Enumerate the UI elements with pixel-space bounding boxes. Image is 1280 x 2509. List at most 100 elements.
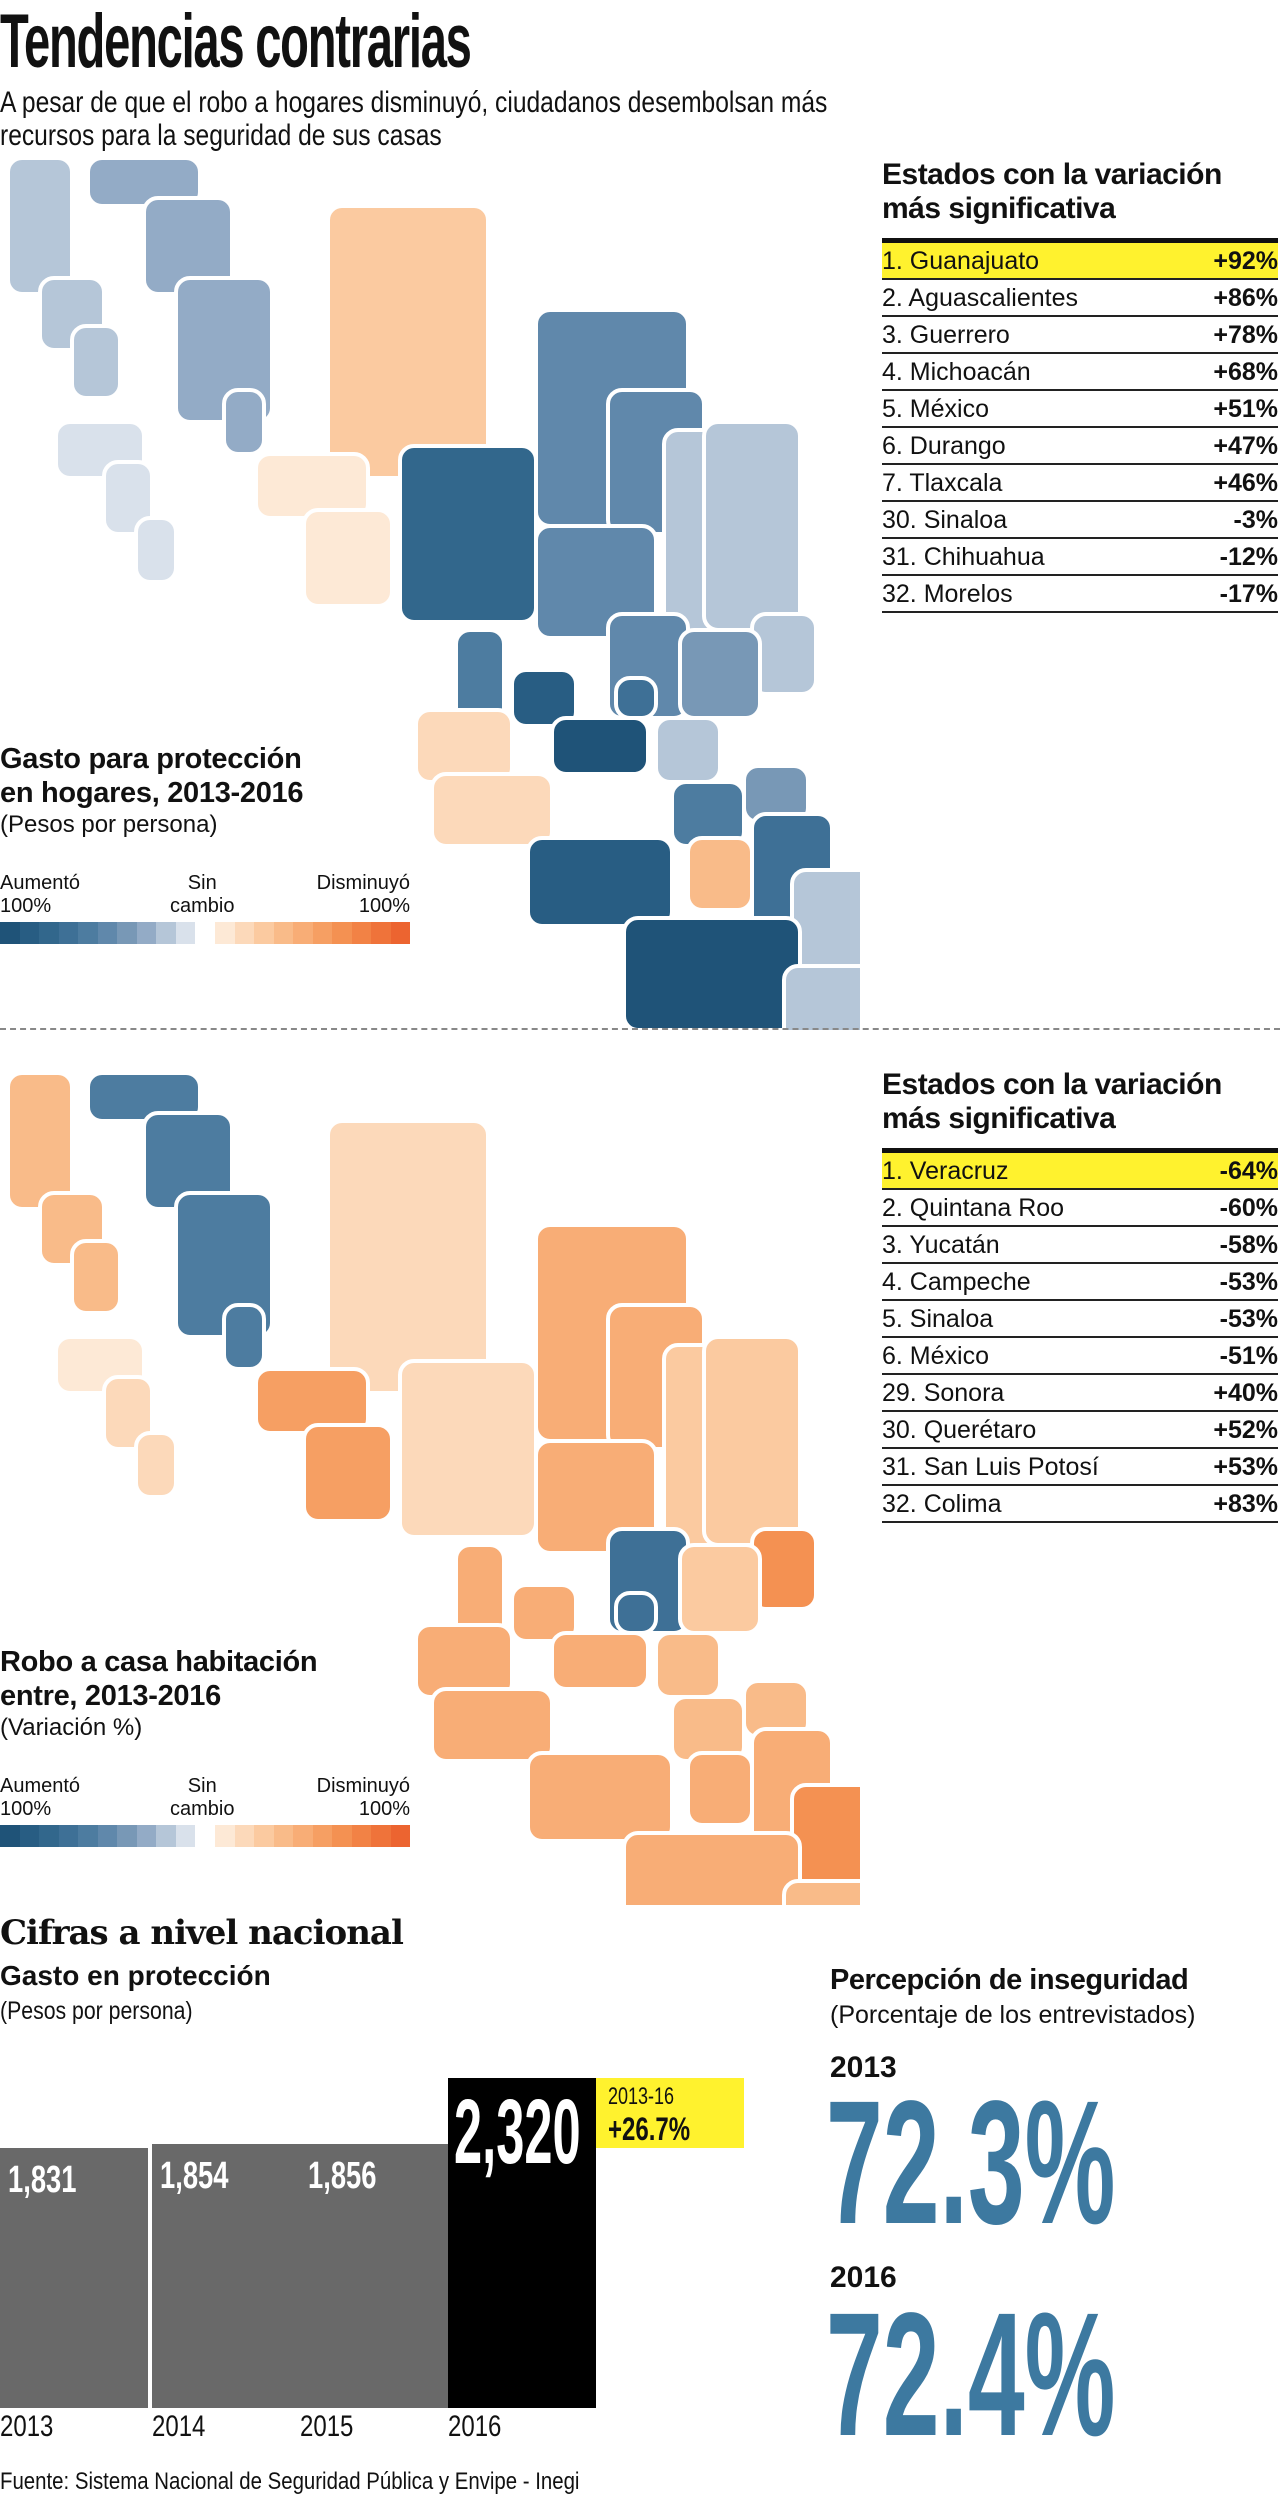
table-row: 31. Chihuahua -12%	[882, 539, 1278, 576]
scale-swatch	[97, 922, 117, 944]
scale-swatch	[117, 922, 137, 944]
state-name: 4. Michoacán	[882, 358, 1031, 386]
scale-swatch	[312, 922, 332, 944]
state-name: 3. Guerrero	[882, 321, 1010, 349]
state-value: +92%	[1213, 247, 1278, 275]
scale-swatch	[0, 1825, 20, 1847]
map-state-tile	[790, 1783, 860, 1891]
x-tick-label: 2014	[152, 2410, 206, 2443]
legend-label-nochange: Sin cambio	[170, 872, 235, 917]
state-name: 2. Aguascalientes	[882, 284, 1078, 312]
map-state-tile	[398, 1359, 538, 1539]
state-name: 6. México	[882, 1342, 989, 1370]
table-row: 3. Guerrero +78%	[882, 317, 1278, 354]
map-state-tile	[686, 836, 754, 912]
state-value: -3%	[1233, 506, 1278, 534]
table-row: 5. Sinaloa -53%	[882, 1301, 1278, 1338]
state-value: +86%	[1213, 284, 1278, 312]
page-title: Tendencias contrarias	[0, 2, 759, 82]
scale-swatch	[0, 922, 20, 944]
state-name: 31. San Luis Potosí	[882, 1453, 1099, 1481]
scale-swatch	[273, 922, 293, 944]
bar-chart-title: Gasto en protección	[0, 1960, 271, 1991]
map-state-tile	[222, 388, 266, 456]
map-state-tile	[102, 460, 154, 536]
section-divider	[0, 1028, 1280, 1030]
map-state-tile	[222, 1303, 266, 1371]
map-state-tile	[534, 1439, 658, 1555]
bar: 1,856	[300, 2144, 448, 2408]
state-value: +40%	[1213, 1379, 1278, 1407]
map-state-tile	[534, 524, 658, 640]
change-value: +26.7%	[608, 2111, 691, 2147]
perception-value: 72.3%	[826, 2065, 1116, 2261]
table-row: 2. Quintana Roo -60%	[882, 1190, 1278, 1227]
scale-swatch	[156, 1825, 176, 1847]
scale-swatch	[175, 922, 195, 944]
map-state-tile	[430, 772, 554, 848]
scale-swatch	[117, 1825, 137, 1847]
state-name: 31. Chihuahua	[882, 543, 1045, 571]
map-state-tile	[686, 1751, 754, 1827]
table-row: 2. Aguascalientes +86%	[882, 280, 1278, 317]
map-state-tile	[614, 676, 658, 720]
scale-swatch	[215, 922, 235, 944]
bar-value-label: 1,854	[160, 2155, 229, 2198]
perception-year: 2016	[830, 2261, 897, 2294]
perception-subtitle: (Porcentaje de los entrevistados)	[830, 2001, 1196, 2029]
subtitle-line: recursos para la seguridad de sus casas	[0, 119, 442, 152]
scale-swatch	[293, 922, 313, 944]
map-state-tile	[398, 444, 538, 624]
map-state-tile	[526, 1751, 674, 1843]
table-row: 1. Veracruz -64%	[882, 1153, 1278, 1190]
state-name: 30. Sinaloa	[882, 506, 1008, 534]
state-name: 29. Sonora	[882, 1379, 1005, 1407]
table-row: 1. Guanajuato +92%	[882, 243, 1278, 280]
scale-swatch	[332, 1825, 352, 1847]
state-name: 1. Guanajuato	[882, 247, 1040, 275]
change-period: 2013-16	[608, 2083, 675, 2110]
state-name: 2. Quintana Roo	[882, 1194, 1065, 1222]
map-state-tile	[622, 1831, 802, 1905]
national-heading: Cifras a nivel nacional	[0, 1913, 404, 1953]
bar: 2,320	[448, 2078, 596, 2408]
map-state-tile	[70, 1239, 122, 1315]
table-row: 7. Tlaxcala +46%	[882, 465, 1278, 502]
state-value: -53%	[1219, 1305, 1278, 1333]
map-state-tile	[614, 1591, 658, 1635]
scale-swatch	[234, 1825, 254, 1847]
map-state-tile	[702, 420, 802, 632]
map-state-tile	[302, 508, 394, 608]
map-protection-spending	[6, 156, 860, 1030]
legend-subtitle: (Variación %)	[0, 1714, 143, 1741]
state-value: +83%	[1213, 1490, 1278, 1518]
legend-label-decrease: Disminuyó 100%	[316, 1775, 410, 1820]
scale-swatch	[97, 1825, 117, 1847]
scale-swatch	[234, 922, 254, 944]
state-value: -51%	[1219, 1342, 1278, 1370]
legend-robbery: Robo a casa habitación entre, 2013-2016 (…	[0, 1645, 410, 1847]
table-row: 3. Yucatán -58%	[882, 1227, 1278, 1264]
map-state-tile	[782, 964, 860, 1030]
map-state-tile	[6, 1071, 74, 1211]
scale-swatch	[351, 1825, 371, 1847]
map-state-tile	[70, 324, 122, 400]
scale-swatch	[175, 1825, 195, 1847]
table-row: 5. México +51%	[882, 391, 1278, 428]
map-state-tile	[510, 1583, 578, 1643]
state-value: -64%	[1219, 1157, 1278, 1185]
scale-swatch	[371, 922, 391, 944]
map-state-tile	[134, 516, 178, 584]
table-row: 32. Morelos -17%	[882, 576, 1278, 613]
state-value: +68%	[1213, 358, 1278, 386]
map-state-tile	[102, 1375, 154, 1451]
map-state-tile	[6, 156, 74, 296]
map-state-tile	[550, 1631, 650, 1691]
scale-swatch	[371, 1825, 391, 1847]
map-state-tile	[510, 668, 578, 728]
scale-swatch	[273, 1825, 293, 1847]
bar-chart-subtitle: (Pesos por persona)	[0, 1997, 193, 2025]
scale-swatch	[254, 1825, 274, 1847]
table-row: 32. Colima +83%	[882, 1486, 1278, 1523]
map-state-tile	[654, 1631, 722, 1699]
